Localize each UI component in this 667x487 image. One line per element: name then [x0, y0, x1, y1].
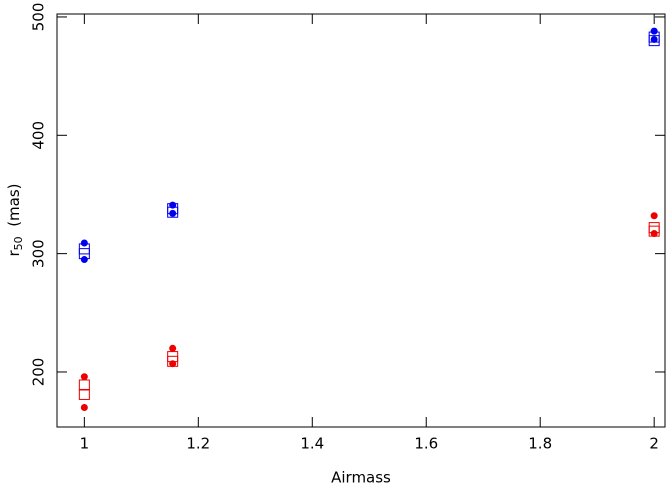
y-label-sub: 50: [12, 236, 25, 250]
point: [650, 27, 658, 35]
square-point: [78, 248, 90, 260]
point: [650, 35, 658, 43]
y-label-main: r: [5, 250, 23, 257]
plot-frame: [56, 13, 666, 428]
y-label-rest: (mas): [5, 183, 23, 236]
point: [80, 256, 88, 264]
square-point: [648, 35, 660, 47]
point: [650, 212, 658, 220]
square-point: [78, 379, 90, 391]
y-tick-label: 200: [30, 358, 48, 387]
point: [169, 344, 177, 352]
x-tick-label: 1.2: [186, 435, 210, 453]
x-tick-label: 1.8: [528, 435, 552, 453]
x-tick-label: 2: [649, 435, 659, 453]
y-tick-label: 400: [30, 121, 48, 150]
square-point: [167, 355, 179, 367]
x-tick-label: 1.6: [414, 435, 438, 453]
y-tick-label: 500: [30, 3, 48, 32]
x-tick-label: 1: [80, 435, 90, 453]
x-tick-label: 1.4: [300, 435, 324, 453]
point: [80, 403, 88, 411]
point: [80, 239, 88, 247]
square-point: [78, 388, 90, 400]
point: [650, 230, 658, 238]
y-axis-label: r50 (mas): [5, 183, 26, 256]
y-tick-label: 300: [30, 239, 48, 268]
square-point: [167, 206, 179, 218]
square-point: [648, 225, 660, 237]
x-axis-label: Airmass: [331, 469, 391, 487]
point: [80, 373, 88, 381]
